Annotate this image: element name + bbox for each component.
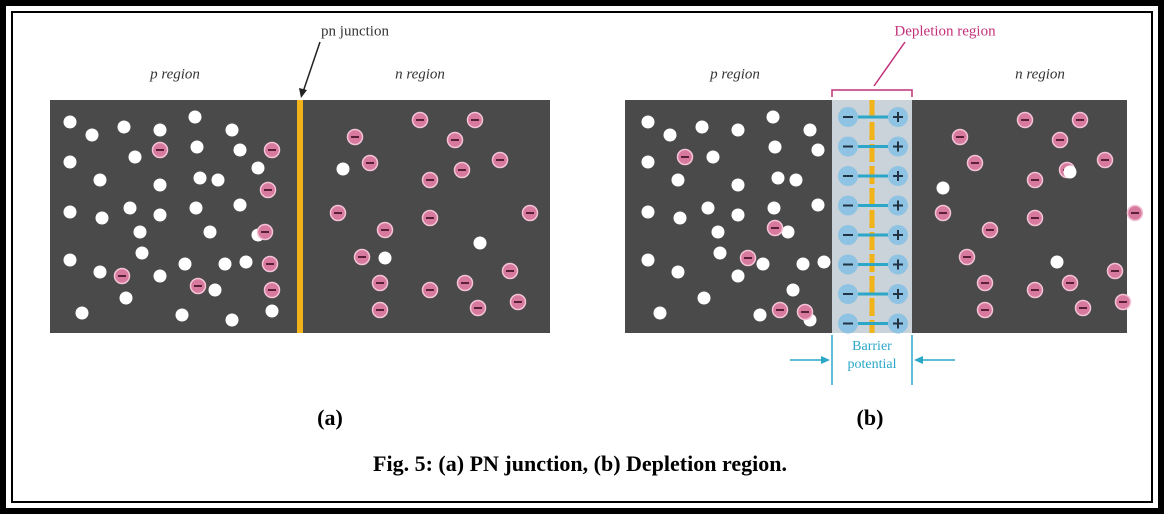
figure: p region n region pn junction p region n… xyxy=(0,0,1164,514)
hole xyxy=(812,144,825,157)
hole xyxy=(732,270,745,283)
hole xyxy=(189,111,202,124)
hole xyxy=(64,206,77,219)
hole xyxy=(790,174,803,187)
hole xyxy=(712,226,725,239)
hole xyxy=(154,124,167,137)
hole xyxy=(252,162,265,175)
hole xyxy=(176,309,189,322)
hole xyxy=(86,129,99,142)
hole xyxy=(94,266,107,279)
hole xyxy=(379,252,392,265)
hole xyxy=(226,314,239,327)
hole xyxy=(154,270,167,283)
hole xyxy=(474,237,487,250)
hole xyxy=(212,174,225,187)
panel-letter: (b) xyxy=(857,405,884,430)
hole xyxy=(672,174,685,187)
hole xyxy=(937,182,950,195)
n-label: n region xyxy=(395,66,445,82)
hole xyxy=(94,174,107,187)
hole xyxy=(812,199,825,212)
hole xyxy=(642,206,655,219)
hole xyxy=(674,212,687,225)
hole xyxy=(64,116,77,129)
hole xyxy=(654,307,667,320)
hole xyxy=(226,124,239,137)
hole xyxy=(219,258,232,271)
hole xyxy=(797,258,810,271)
junction-line xyxy=(297,100,303,333)
hole xyxy=(642,156,655,169)
hole xyxy=(696,121,709,134)
hole xyxy=(337,163,350,176)
hole xyxy=(754,309,767,322)
hole xyxy=(714,247,727,260)
hole xyxy=(707,151,720,164)
hole xyxy=(76,307,89,320)
hole xyxy=(772,172,785,185)
hole xyxy=(209,284,222,297)
hole xyxy=(757,258,770,271)
hole xyxy=(732,179,745,192)
hole xyxy=(134,226,147,239)
hole xyxy=(64,254,77,267)
hole xyxy=(179,258,192,271)
junction-label: pn junction xyxy=(321,23,389,39)
p-label: p region xyxy=(149,66,200,82)
hole xyxy=(782,226,795,239)
barrier-box: Barrier potential xyxy=(834,338,910,380)
hole xyxy=(96,212,109,225)
hole xyxy=(118,121,131,134)
hole xyxy=(769,141,782,154)
hole xyxy=(136,247,149,260)
hole xyxy=(818,256,831,269)
panel-letter: (a) xyxy=(317,405,343,430)
hole xyxy=(204,226,217,239)
hole xyxy=(767,111,780,124)
hole xyxy=(1064,166,1077,179)
hole xyxy=(642,254,655,267)
hole xyxy=(698,292,711,305)
hole xyxy=(804,124,817,137)
hole xyxy=(768,202,781,215)
hole xyxy=(234,199,247,212)
hole xyxy=(129,151,142,164)
hole xyxy=(190,202,203,215)
hole xyxy=(154,179,167,192)
hole xyxy=(732,124,745,137)
hole xyxy=(234,144,247,157)
hole xyxy=(64,156,77,169)
hole xyxy=(642,116,655,129)
hole xyxy=(664,129,677,142)
hole xyxy=(124,202,137,215)
hole xyxy=(240,256,253,269)
hole xyxy=(702,202,715,215)
hole xyxy=(154,209,167,222)
hole xyxy=(191,141,204,154)
hole xyxy=(787,284,800,297)
barrier-label: Barrier potential xyxy=(834,338,910,374)
hole xyxy=(672,266,685,279)
p-label: p region xyxy=(709,66,760,82)
hole xyxy=(194,172,207,185)
n-label: n region xyxy=(1015,66,1065,82)
caption: Fig. 5: (a) PN junction, (b) Depletion r… xyxy=(373,451,787,476)
hole xyxy=(1051,256,1064,269)
depletion-label: Depletion region xyxy=(894,23,996,39)
hole xyxy=(120,292,133,305)
hole xyxy=(266,305,279,318)
hole xyxy=(732,209,745,222)
